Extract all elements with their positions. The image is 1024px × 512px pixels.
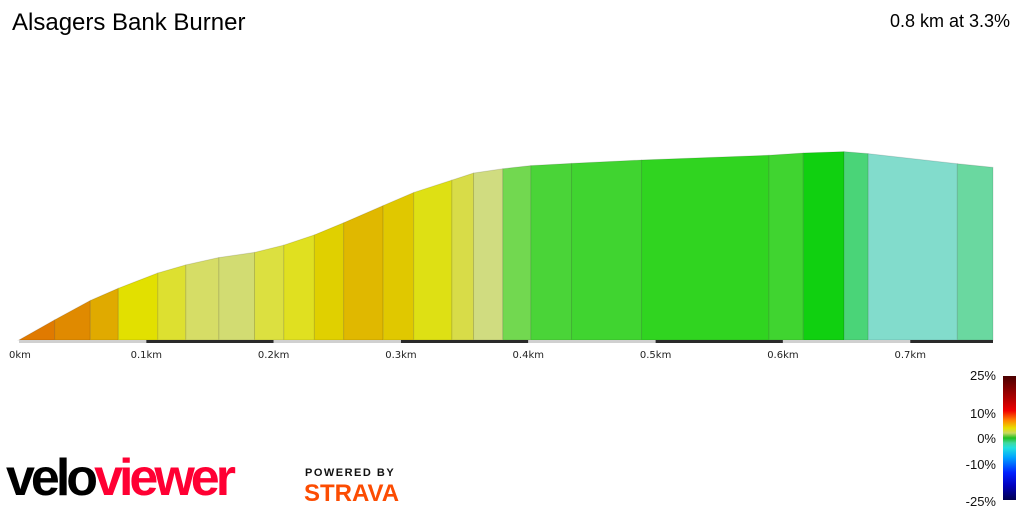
- profile-segment-14: [451, 172, 475, 341]
- scale-bar-block-6: [782, 340, 911, 343]
- x-tick-label: 0.5km: [640, 350, 671, 361]
- profile-segments: [17, 151, 994, 341]
- legend-label-10: 10%: [969, 406, 996, 421]
- profile-segment-13: [413, 179, 453, 341]
- legend-label-25: 25%: [969, 368, 996, 383]
- profile-segment-16: [502, 165, 532, 341]
- veloviewer-logo: veloviewer: [6, 449, 236, 507]
- scale-bar-block-7: [910, 340, 993, 343]
- logo-velo: velo: [6, 449, 98, 507]
- x-tick-label: 0.7km: [895, 350, 926, 361]
- profile-segment-2: [54, 299, 91, 341]
- profile-segment-8: [254, 244, 285, 341]
- scale-bar-block-0: [19, 340, 147, 343]
- profile-segment-19: [641, 154, 770, 341]
- profile-segment-7: [218, 251, 256, 341]
- x-tick-label: 0.1km: [131, 350, 162, 361]
- profile-segment-21: [802, 151, 845, 341]
- x-tick-label: 0.3km: [385, 350, 416, 361]
- profile-segment-11: [343, 204, 384, 341]
- profile-segment-10: [313, 222, 345, 341]
- strava-logo: STRAVA: [304, 480, 400, 507]
- profile-segment-4: [117, 272, 159, 341]
- powered-by-label: POWERED BY: [305, 467, 396, 479]
- profile-segment-12: [382, 191, 415, 341]
- scale-bar-block-5: [655, 340, 783, 343]
- profile-segment-22: [843, 151, 869, 341]
- profile-segment-24: [956, 163, 994, 341]
- profile-segment-20: [768, 152, 804, 341]
- profile-segment-6: [185, 256, 220, 341]
- profile-segment-3: [89, 287, 119, 341]
- segment-summary: 0.8 km at 3.3%: [889, 11, 1010, 31]
- legend-label-0: 0%: [977, 431, 996, 446]
- gradient-colorbar: [1003, 376, 1016, 500]
- profile-segment-23: [867, 153, 958, 341]
- profile-segment-5: [157, 264, 187, 341]
- segment-title: Alsagers Bank Burner: [12, 9, 246, 36]
- x-tick-label: 0km: [9, 350, 31, 361]
- profile-segment-18: [571, 159, 643, 341]
- scale-bar-block-2: [273, 340, 401, 343]
- legend-label-neg10: -10%: [965, 457, 996, 472]
- x-tick-label: 0.6km: [767, 350, 798, 361]
- scale-bar-block-4: [528, 340, 656, 343]
- scale-bar-block-3: [400, 340, 529, 343]
- distance-scale-bar: [19, 340, 993, 343]
- profile-segment-1: [17, 319, 56, 341]
- x-axis-ticks: 0km 0.1km 0.2km 0.3km 0.4km 0.5km 0.6km 0.7km: [9, 350, 926, 361]
- x-tick-label: 0.4km: [513, 350, 544, 361]
- elevation-profile-chart: 0km 0.1km 0.2km 0.3km 0.4km 0.5km 0.6km 0.7km: [9, 151, 994, 361]
- profile-segment-9: [283, 234, 315, 341]
- legend-label-neg25: -25%: [965, 494, 996, 509]
- logo-viewer: viewer: [94, 449, 236, 507]
- profile-segment-15: [473, 168, 504, 341]
- scale-bar-block-1: [146, 340, 274, 343]
- profile-segment-17: [530, 162, 573, 341]
- x-tick-label: 0.2km: [258, 350, 289, 361]
